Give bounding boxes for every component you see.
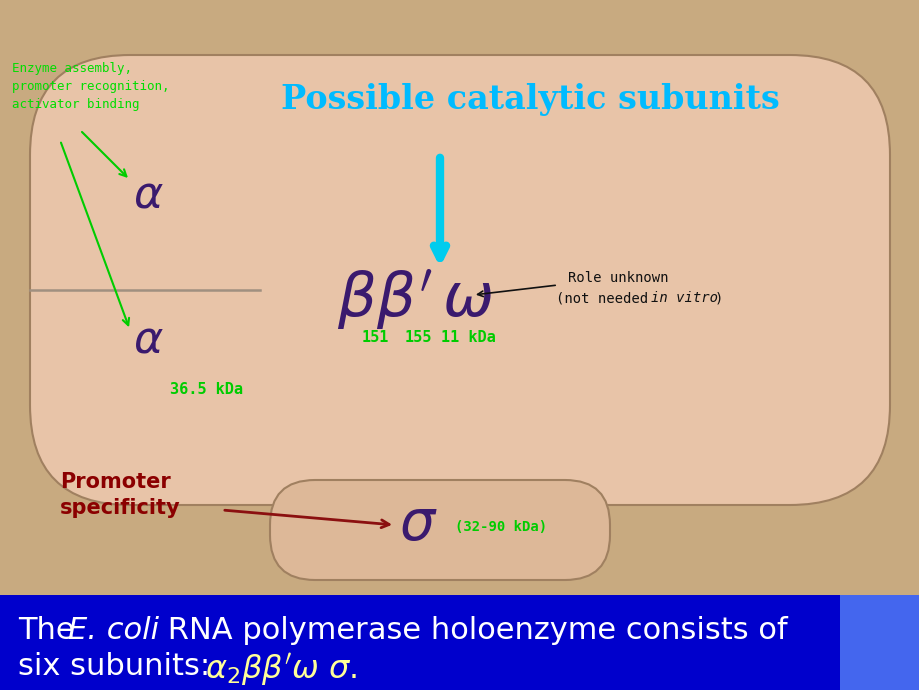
Text: six subunits:: six subunits: (18, 652, 220, 681)
Text: 36.5 kDa: 36.5 kDa (170, 382, 243, 397)
Text: $\sigma$: $\sigma$ (398, 497, 437, 553)
Text: $\alpha$: $\alpha$ (132, 173, 164, 217)
Text: E. coli: E. coli (68, 616, 159, 645)
Text: Role unknown: Role unknown (567, 271, 668, 285)
Polygon shape (0, 595, 919, 690)
Text: Enzyme assembly,
promoter recognition,
activator binding: Enzyme assembly, promoter recognition, a… (12, 62, 169, 111)
Text: 151: 151 (361, 331, 388, 346)
Text: 11 kDa: 11 kDa (440, 331, 494, 346)
Text: ): ) (714, 291, 722, 305)
Text: (32-90 kDa): (32-90 kDa) (455, 520, 547, 534)
Text: Promoter
specificity: Promoter specificity (60, 472, 180, 518)
Text: in vitro: in vitro (651, 291, 717, 305)
Text: The: The (18, 616, 85, 645)
Text: $\beta\beta'\,\omega$: $\beta\beta'\,\omega$ (336, 268, 493, 333)
FancyBboxPatch shape (269, 480, 609, 580)
Polygon shape (839, 595, 919, 690)
Text: $\alpha$: $\alpha$ (132, 318, 164, 362)
FancyBboxPatch shape (30, 55, 889, 505)
Text: (not needed: (not needed (555, 291, 656, 305)
Text: $\alpha_2\beta\beta'\omega\ \sigma.$: $\alpha_2\beta\beta'\omega\ \sigma.$ (205, 652, 357, 688)
Text: RNA polymerase holoenzyme consists of: RNA polymerase holoenzyme consists of (158, 616, 787, 645)
Text: 155: 155 (403, 331, 431, 346)
Text: Possible catalytic subunits: Possible catalytic subunits (280, 83, 778, 117)
